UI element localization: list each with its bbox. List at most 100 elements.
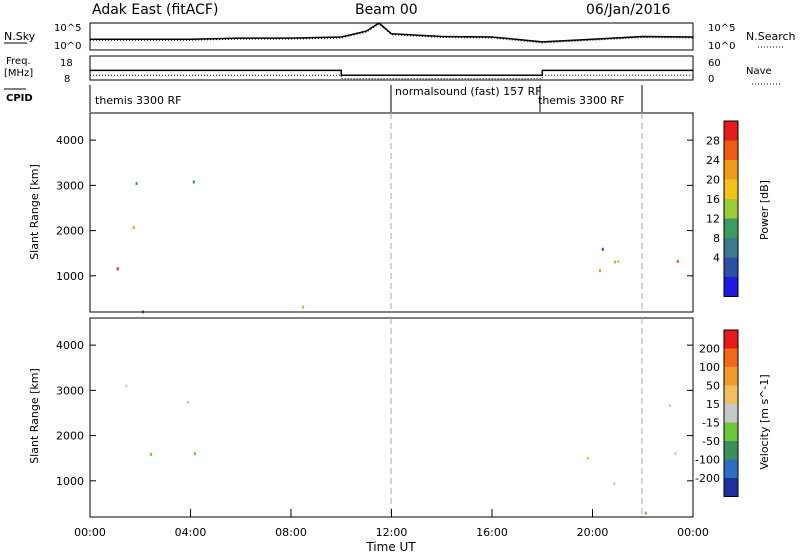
power-panel-frame [89, 112, 694, 313]
colorbar-tick-label: 12 [706, 213, 720, 226]
freq-series [90, 69, 693, 80]
echo-cell [614, 260, 616, 264]
freq-tick-low: 8 [64, 74, 70, 85]
y-tick-label: 4000 [56, 339, 84, 352]
station-title: Adak East (fitACF) [92, 2, 218, 18]
y-tick-label: 2000 [56, 225, 84, 238]
colorbar-tick-label: 16 [706, 193, 720, 206]
echo-cell [135, 182, 138, 185]
x-tick-label: 00:00 [74, 526, 106, 539]
colorbar-swatch [724, 385, 738, 404]
echo-cell [125, 384, 128, 388]
xaxis-label: Time UT [365, 540, 416, 554]
cpid-segment-3: themis 3300 RF [538, 94, 625, 107]
colorbar-swatch [724, 367, 738, 386]
echo-region-2 [599, 247, 679, 273]
colorbar-swatch [724, 404, 738, 423]
x-tick-label: 00:00 [677, 526, 709, 539]
x-tick-label: 08:00 [275, 526, 307, 539]
y-tick-label: 3000 [56, 179, 84, 192]
colorbar-tick-label: 50 [706, 380, 720, 393]
colorbar-swatch [724, 348, 738, 367]
y-tick-label: 1000 [56, 475, 84, 488]
power-ylabel: Slant Range [km] [28, 164, 41, 260]
x-tick-label: 04:00 [175, 526, 207, 539]
noise-panel-frame [89, 22, 694, 51]
colorbar-swatch [724, 199, 738, 219]
echo-cell [644, 511, 647, 515]
colorbar-swatch [724, 422, 738, 441]
noise-line-1 [90, 23, 694, 44]
echo-cell [586, 456, 589, 460]
echo-cell [613, 482, 616, 486]
colorbar-swatch [724, 257, 738, 277]
colorbar-swatch [724, 459, 738, 478]
colorbar-swatch [724, 121, 738, 141]
echo-cell [150, 452, 153, 456]
echo-cell [601, 247, 604, 251]
colorbar-swatch [724, 441, 738, 460]
echo-cell [192, 180, 195, 184]
freq-tick-high: 18 [60, 58, 73, 69]
echo-cell [132, 226, 135, 229]
beam-title: Beam 00 [355, 2, 418, 18]
cpid-label: CPID [6, 93, 33, 104]
power-colorbar: 28 24 20 16 12 8 4 [706, 120, 739, 297]
echo-cell [187, 401, 189, 404]
colorbar-swatch [724, 478, 738, 497]
colorbar-tick-label: -200 [695, 472, 720, 485]
colorbar-frame [723, 329, 739, 497]
nsearch-label: N.Search [746, 30, 796, 43]
colorbar-tick-label: 4 [713, 252, 720, 265]
velocity-panel-frame [89, 317, 694, 518]
colorbar-swatch [724, 238, 738, 258]
x-tick-label: 12:00 [376, 526, 408, 539]
power-colorbar-label: Power [dB] [758, 180, 771, 240]
colorbar-tick-label: 24 [706, 154, 720, 167]
colorbar-swatch [724, 160, 738, 180]
echo-region-0 [116, 180, 195, 271]
echo-cell [668, 404, 671, 408]
cpid-segment-2: normalsound (fast) 157 RF [395, 85, 542, 98]
x-tick-label: 20:00 [577, 526, 609, 539]
colorbar-swatch [724, 140, 738, 160]
y-tick-label: 4000 [56, 134, 84, 147]
echo-region-0 [125, 384, 196, 456]
y-tick-label: 1000 [56, 270, 84, 283]
colorbar-swatch [724, 330, 738, 349]
x-tick-label: 16:00 [476, 526, 508, 539]
velocity-ylabel: Slant Range [km] [28, 368, 41, 464]
y-tick-label: 2000 [56, 430, 84, 443]
colorbar-swatch [724, 277, 738, 297]
echo-region-3 [644, 511, 647, 515]
colorbar-tick-label: -100 [695, 454, 720, 467]
velocity-colorbar-label: Velocity [m s^-1] [758, 374, 771, 469]
noise-series [90, 22, 694, 44]
date-title: 06/Jan/2016 [586, 2, 671, 18]
colorbar-frame [723, 120, 739, 297]
echo-cell [302, 305, 305, 309]
colorbar-tick-label: 15 [706, 398, 720, 411]
nsky-tick-low: 10^0 [54, 41, 81, 52]
velocity-y-axis: 1000 2000 3000 4000 [56, 339, 693, 488]
nave-tick-high: 60 [708, 58, 721, 69]
nsearch-tick-high: 10^5 [708, 23, 735, 34]
nsky-tick-high: 10^5 [54, 23, 81, 34]
colorbar-tick-label: 20 [706, 174, 720, 187]
freq-unit: [MHz] [4, 68, 33, 79]
colorbar-tick-label: -15 [702, 417, 720, 430]
freq-line-0 [90, 69, 693, 76]
colorbar-swatch [724, 179, 738, 199]
colorbar-tick-label: 28 [706, 135, 720, 148]
echo-cell [193, 452, 196, 456]
power-echo-cells [116, 180, 679, 314]
power-y-axis: 1000 2000 3000 4000 [56, 134, 693, 283]
freq-panel-frame [89, 55, 694, 81]
echo-cell [599, 269, 601, 273]
cpid-segment-1: themis 3300 RF [95, 94, 182, 107]
cpid-dashed-lines [390, 113, 643, 517]
velocity-colorbar: 200 100 50 15 -15 -50 -100 -200 [695, 329, 739, 497]
colorbar-tick-label: 100 [699, 361, 720, 374]
nsearch-tick-low: 10^0 [708, 41, 735, 52]
